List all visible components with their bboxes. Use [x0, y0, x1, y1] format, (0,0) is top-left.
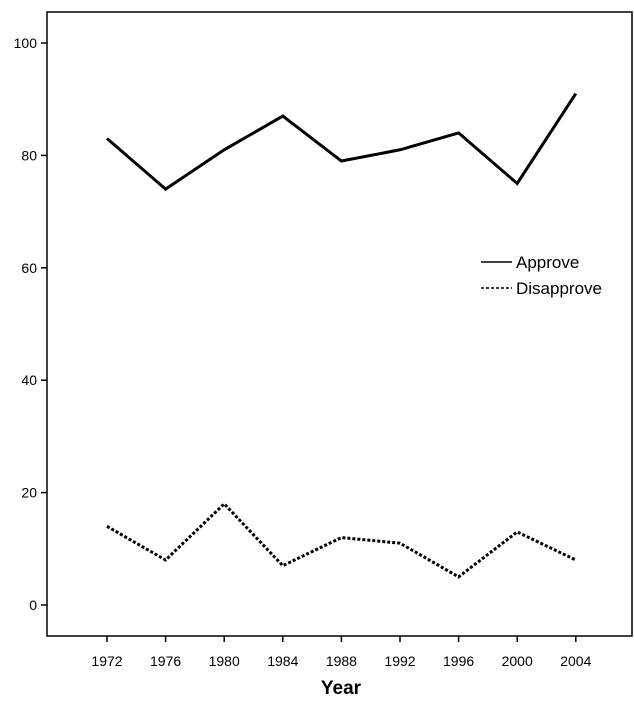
- x-axis-title: Year: [321, 678, 362, 698]
- y-axis: 0 20 40 60 80 100: [14, 35, 47, 613]
- y-tick-label: 100: [14, 35, 38, 51]
- y-tick-label: 80: [21, 147, 37, 163]
- series-line-disapprove: [106, 501, 577, 579]
- y-tick-label: 0: [29, 597, 37, 613]
- x-tick-label: 1992: [384, 653, 415, 669]
- x-tick-label: 1996: [443, 653, 474, 669]
- x-tick-label: 1984: [267, 653, 298, 669]
- x-tick-label: 1980: [209, 653, 240, 669]
- x-tick-label: 1976: [150, 653, 181, 669]
- legend-label-approve: Approve: [516, 253, 579, 272]
- x-tick-label: 2000: [502, 653, 533, 669]
- y-tick-label: 40: [21, 372, 37, 388]
- plot-frame: [46, 11, 633, 637]
- legend: Approve Disapprove: [481, 253, 602, 298]
- series-layer: [106, 92, 578, 579]
- legend-label-disapprove: Disapprove: [516, 279, 602, 298]
- x-tick-label: 1988: [326, 653, 357, 669]
- y-tick-label: 60: [21, 260, 37, 276]
- y-tick-label: 20: [21, 485, 37, 501]
- x-tick-label: 2004: [560, 653, 591, 669]
- x-tick-label: 1972: [91, 653, 122, 669]
- series-line-approve: [106, 92, 578, 192]
- x-axis: 1972 1976 1980 1984 1988 1992 1996 2000 2004: [91, 636, 592, 669]
